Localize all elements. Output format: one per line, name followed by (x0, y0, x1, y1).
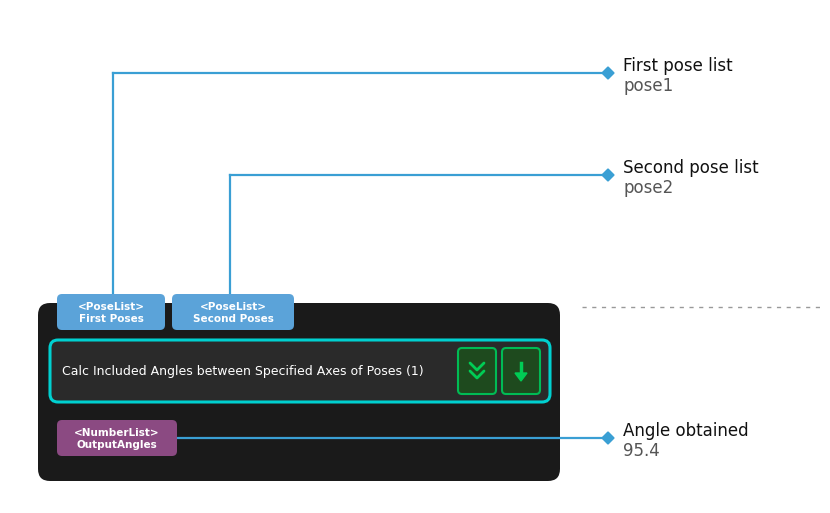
Text: pose2: pose2 (623, 179, 673, 197)
Text: Second Poses: Second Poses (193, 314, 273, 324)
FancyBboxPatch shape (172, 294, 294, 330)
Polygon shape (515, 373, 527, 381)
Polygon shape (602, 169, 614, 181)
Polygon shape (602, 67, 614, 79)
Text: Calc Included Angles between Specified Axes of Poses (1): Calc Included Angles between Specified A… (62, 365, 423, 378)
FancyBboxPatch shape (38, 303, 560, 481)
Text: pose1: pose1 (623, 77, 673, 95)
Text: Second pose list: Second pose list (623, 159, 759, 177)
Text: Angle obtained: Angle obtained (623, 422, 749, 440)
FancyBboxPatch shape (502, 348, 540, 394)
Polygon shape (602, 432, 614, 444)
Text: <PoseList>: <PoseList> (77, 302, 144, 312)
Text: First Poses: First Poses (79, 314, 144, 324)
Text: <PoseList>: <PoseList> (199, 302, 266, 312)
Text: <NumberList>: <NumberList> (74, 428, 160, 438)
FancyBboxPatch shape (57, 294, 165, 330)
Text: OutputAngles: OutputAngles (76, 440, 158, 450)
FancyBboxPatch shape (50, 340, 550, 402)
FancyBboxPatch shape (57, 420, 177, 456)
Text: 95.4: 95.4 (623, 442, 660, 460)
Text: First pose list: First pose list (623, 57, 733, 75)
FancyBboxPatch shape (458, 348, 496, 394)
